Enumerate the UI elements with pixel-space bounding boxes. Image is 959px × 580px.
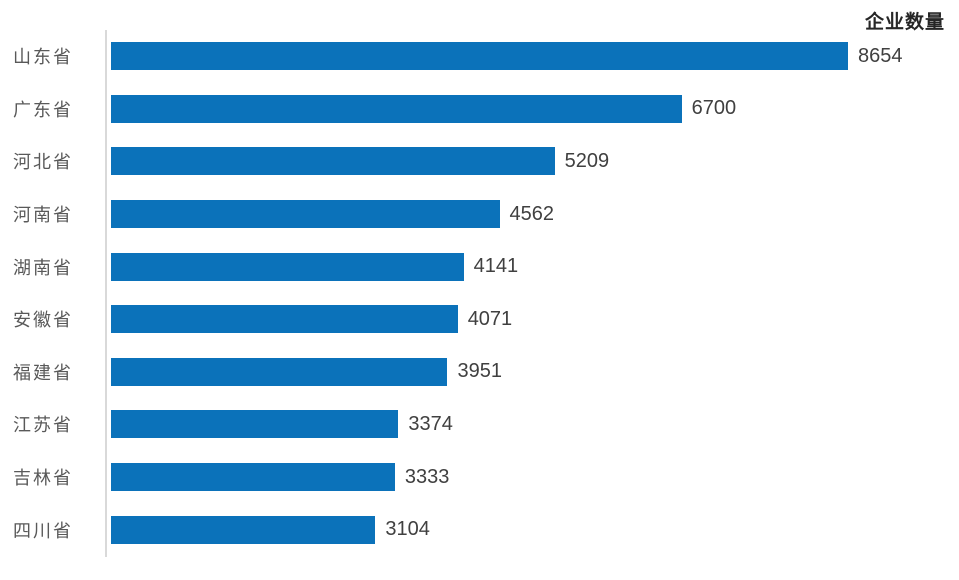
category-axis-line xyxy=(105,30,107,557)
bar-row: 四川省 3104 xyxy=(0,503,959,556)
value-label: 6700 xyxy=(691,97,737,120)
bar xyxy=(111,357,448,386)
chart-title: 企业数量 xyxy=(864,12,945,33)
bar-row: 河南省 4562 xyxy=(0,188,959,241)
category-label: 福建省 xyxy=(13,362,73,383)
bar xyxy=(111,515,376,544)
bar-row: 吉林省 3333 xyxy=(0,451,959,504)
bar xyxy=(111,94,682,123)
bar xyxy=(111,147,555,176)
bar xyxy=(111,305,458,334)
category-label: 江苏省 xyxy=(13,415,73,436)
category-label: 河北省 xyxy=(13,152,73,173)
value-label: 8654 xyxy=(858,44,903,67)
bar-row: 江苏省 3374 xyxy=(0,398,959,451)
bar-row: 河北省 5209 xyxy=(0,135,959,188)
value-label: 4562 xyxy=(509,202,555,225)
bar-row: 安徽省 4071 xyxy=(0,293,959,346)
bar-row: 广东省 6700 xyxy=(0,83,959,136)
category-label: 湖南省 xyxy=(13,257,73,278)
value-label: 3951 xyxy=(457,360,502,383)
bar-row: 福建省 3951 xyxy=(0,346,959,399)
bar xyxy=(111,410,399,439)
bar xyxy=(111,200,500,229)
value-label: 3333 xyxy=(404,465,450,488)
category-label: 河南省 xyxy=(13,205,73,226)
bar xyxy=(111,42,848,71)
category-label: 山东省 xyxy=(13,47,73,68)
bar-row: 湖南省 4141 xyxy=(0,240,959,293)
value-label: 3374 xyxy=(408,412,453,435)
category-label: 广东省 xyxy=(13,99,73,120)
value-label: 5209 xyxy=(564,149,610,172)
bar xyxy=(111,252,464,281)
value-label: 4071 xyxy=(467,307,513,330)
value-label: 4141 xyxy=(473,255,519,278)
plot-area: 山东省 8654 广东省 6700 河北省 5209 河南省 4562 湖南省 … xyxy=(0,30,959,556)
category-label: 安徽省 xyxy=(13,310,73,331)
bar-row: 山东省 8654 xyxy=(0,30,959,83)
category-label: 吉林省 xyxy=(13,468,73,489)
bar xyxy=(111,463,395,492)
value-label: 3104 xyxy=(385,518,430,541)
category-label: 四川省 xyxy=(13,520,73,541)
